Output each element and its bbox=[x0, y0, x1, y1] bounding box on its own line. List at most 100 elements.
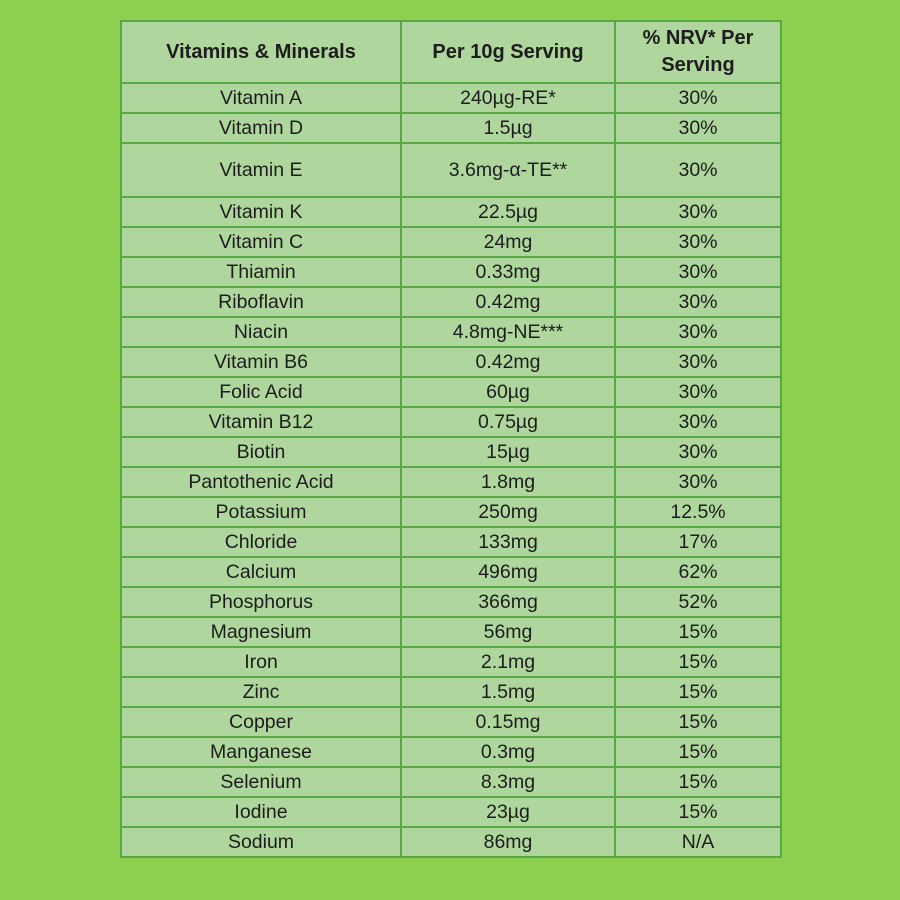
column-header-nutrient: Vitamins & Minerals bbox=[120, 20, 402, 84]
amount-value: 1.5µg bbox=[400, 112, 616, 144]
nutrient-name: Vitamin A bbox=[120, 82, 402, 114]
table-row: Vitamin D 1.5µg 30% bbox=[120, 112, 782, 144]
table-header: Vitamins & Minerals Per 10g Serving % NR… bbox=[120, 20, 782, 84]
nrv-value: 15% bbox=[614, 616, 782, 648]
table-row: Chloride 133mg 17% bbox=[120, 526, 782, 558]
nutrient-name: Potassium bbox=[120, 496, 402, 528]
amount-value: 2.1mg bbox=[400, 646, 616, 678]
nrv-value: 30% bbox=[614, 406, 782, 438]
nutrient-name: Iodine bbox=[120, 796, 402, 828]
table-row: Manganese 0.3mg 15% bbox=[120, 736, 782, 768]
nrv-value: N/A bbox=[614, 826, 782, 858]
table-body: Vitamin A 240µg-RE* 30% Vitamin D 1.5µg … bbox=[120, 82, 782, 858]
nutrient-name: Sodium bbox=[120, 826, 402, 858]
nrv-value: 30% bbox=[614, 196, 782, 228]
nutrient-name: Manganese bbox=[120, 736, 402, 768]
nrv-value: 62% bbox=[614, 556, 782, 588]
nutrient-name: Phosphorus bbox=[120, 586, 402, 618]
nrv-value: 15% bbox=[614, 706, 782, 738]
amount-value: 496mg bbox=[400, 556, 616, 588]
nrv-value: 15% bbox=[614, 646, 782, 678]
amount-value: 250mg bbox=[400, 496, 616, 528]
amount-value: 15µg bbox=[400, 436, 616, 468]
table-row: Vitamin C 24mg 30% bbox=[120, 226, 782, 258]
amount-value: 0.42mg bbox=[400, 286, 616, 318]
nutrient-name: Calcium bbox=[120, 556, 402, 588]
nutrient-name: Pantothenic Acid bbox=[120, 466, 402, 498]
column-header-amount: Per 10g Serving bbox=[400, 20, 616, 84]
nrv-value: 12.5% bbox=[614, 496, 782, 528]
nrv-value: 30% bbox=[614, 436, 782, 468]
nrv-value: 15% bbox=[614, 736, 782, 768]
nrv-value: 30% bbox=[614, 286, 782, 318]
amount-value: 60µg bbox=[400, 376, 616, 408]
amount-value: 0.75µg bbox=[400, 406, 616, 438]
nutrient-name: Magnesium bbox=[120, 616, 402, 648]
table-row: Vitamin A 240µg-RE* 30% bbox=[120, 82, 782, 114]
amount-value: 240µg-RE* bbox=[400, 82, 616, 114]
table-row: Phosphorus 366mg 52% bbox=[120, 586, 782, 618]
nrv-value: 30% bbox=[614, 466, 782, 498]
nrv-value: 30% bbox=[614, 112, 782, 144]
table-row: Thiamin 0.33mg 30% bbox=[120, 256, 782, 288]
nutrition-table: Vitamins & Minerals Per 10g Serving % NR… bbox=[120, 20, 782, 858]
amount-value: 1.8mg bbox=[400, 466, 616, 498]
nutrient-name: Vitamin K bbox=[120, 196, 402, 228]
column-header-nrv: % NRV* Per Serving bbox=[614, 20, 782, 84]
nutrient-name: Vitamin B6 bbox=[120, 346, 402, 378]
nutrient-name: Vitamin E bbox=[120, 142, 402, 198]
amount-value: 133mg bbox=[400, 526, 616, 558]
nrv-value: 15% bbox=[614, 796, 782, 828]
table-row: Riboflavin 0.42mg 30% bbox=[120, 286, 782, 318]
nrv-value: 30% bbox=[614, 316, 782, 348]
amount-value: 8.3mg bbox=[400, 766, 616, 798]
amount-value: 366mg bbox=[400, 586, 616, 618]
table-row: Selenium 8.3mg 15% bbox=[120, 766, 782, 798]
table-row: Vitamin K 22.5µg 30% bbox=[120, 196, 782, 228]
nrv-value: 15% bbox=[614, 676, 782, 708]
amount-value: 86mg bbox=[400, 826, 616, 858]
table-row: Vitamin B12 0.75µg 30% bbox=[120, 406, 782, 438]
amount-value: 4.8mg-NE*** bbox=[400, 316, 616, 348]
amount-value: 3.6mg-α-TE** bbox=[400, 142, 616, 198]
amount-value: 0.42mg bbox=[400, 346, 616, 378]
amount-value: 22.5µg bbox=[400, 196, 616, 228]
table-row: Magnesium 56mg 15% bbox=[120, 616, 782, 648]
table-row: Zinc 1.5mg 15% bbox=[120, 676, 782, 708]
amount-value: 23µg bbox=[400, 796, 616, 828]
nutrient-name: Zinc bbox=[120, 676, 402, 708]
nutrient-name: Thiamin bbox=[120, 256, 402, 288]
table-row: Calcium 496mg 62% bbox=[120, 556, 782, 588]
amount-value: 0.33mg bbox=[400, 256, 616, 288]
nutrient-name: Vitamin D bbox=[120, 112, 402, 144]
table-row: Iron 2.1mg 15% bbox=[120, 646, 782, 678]
nutrient-name: Riboflavin bbox=[120, 286, 402, 318]
table-row: Biotin 15µg 30% bbox=[120, 436, 782, 468]
nrv-value: 17% bbox=[614, 526, 782, 558]
amount-value: 0.15mg bbox=[400, 706, 616, 738]
nrv-value: 30% bbox=[614, 82, 782, 114]
nrv-value: 30% bbox=[614, 226, 782, 258]
amount-value: 56mg bbox=[400, 616, 616, 648]
nutrient-name: Vitamin C bbox=[120, 226, 402, 258]
amount-value: 0.3mg bbox=[400, 736, 616, 768]
nutrient-name: Biotin bbox=[120, 436, 402, 468]
nrv-value: 30% bbox=[614, 142, 782, 198]
nrv-value: 30% bbox=[614, 376, 782, 408]
nutrient-name: Niacin bbox=[120, 316, 402, 348]
table-row: Vitamin B6 0.42mg 30% bbox=[120, 346, 782, 378]
nutrient-name: Folic Acid bbox=[120, 376, 402, 408]
table-row: Niacin 4.8mg-NE*** 30% bbox=[120, 316, 782, 348]
nutrient-name: Vitamin B12 bbox=[120, 406, 402, 438]
table-row: Folic Acid 60µg 30% bbox=[120, 376, 782, 408]
table-row: Potassium 250mg 12.5% bbox=[120, 496, 782, 528]
nutrient-name: Iron bbox=[120, 646, 402, 678]
nrv-value: 52% bbox=[614, 586, 782, 618]
table-row: Copper 0.15mg 15% bbox=[120, 706, 782, 738]
table-row: Pantothenic Acid 1.8mg 30% bbox=[120, 466, 782, 498]
amount-value: 24mg bbox=[400, 226, 616, 258]
header-row: Vitamins & Minerals Per 10g Serving % NR… bbox=[120, 20, 782, 84]
nutrient-name: Copper bbox=[120, 706, 402, 738]
amount-value: 1.5mg bbox=[400, 676, 616, 708]
